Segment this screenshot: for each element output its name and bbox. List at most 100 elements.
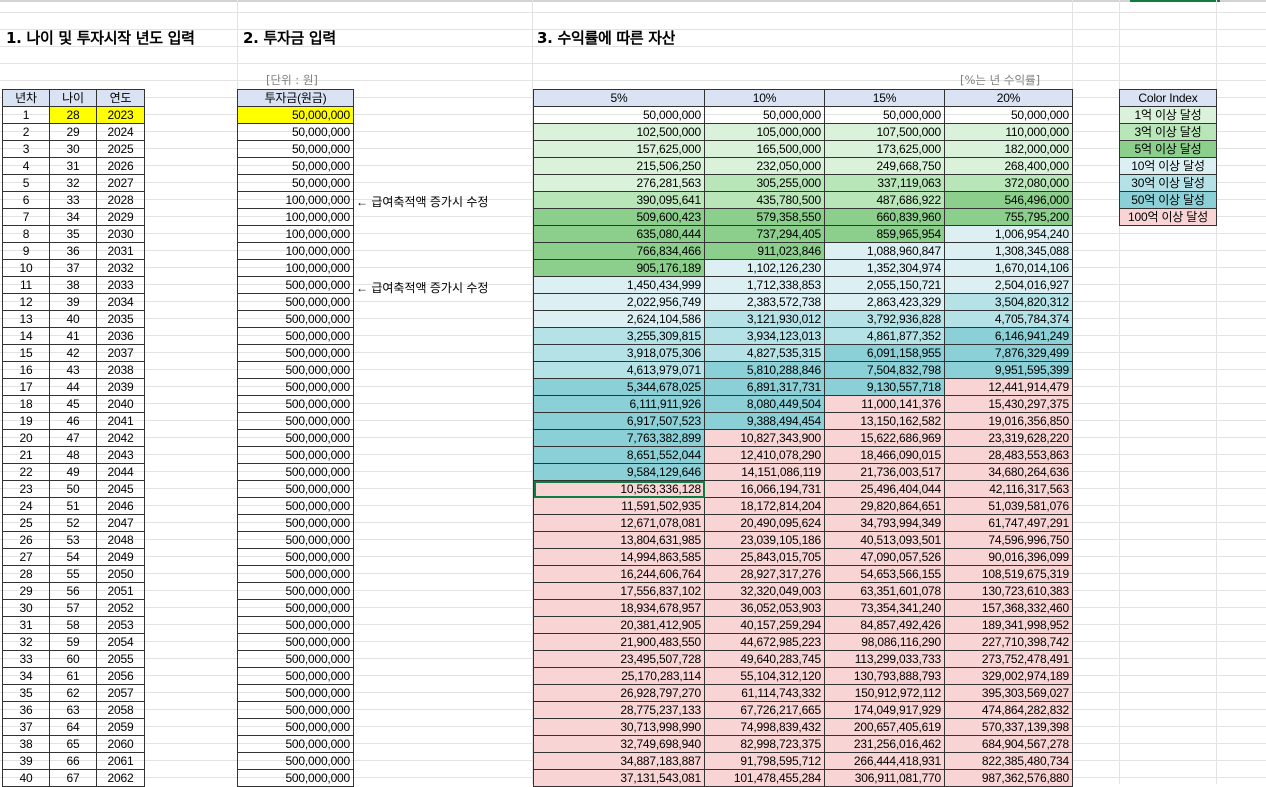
cell-asset[interactable]: 61,747,497,291 <box>944 514 1073 532</box>
cell-asset[interactable]: 2,022,956,749 <box>533 293 705 311</box>
cell-asset[interactable]: 509,600,423 <box>533 208 705 226</box>
cell-asset[interactable]: 737,294,405 <box>704 225 825 243</box>
cell-index[interactable]: 23 <box>2 480 50 498</box>
cell-year[interactable]: 2043 <box>96 446 145 464</box>
cell-asset[interactable]: 20,381,412,905 <box>533 616 705 634</box>
cell-investment[interactable]: 500,000,000 <box>237 616 354 634</box>
cell-asset[interactable]: 9,951,595,399 <box>944 361 1073 379</box>
cell-asset[interactable]: 29,820,864,651 <box>824 497 945 515</box>
cell-investment[interactable]: 500,000,000 <box>237 701 354 719</box>
cell-asset[interactable]: 2,863,423,329 <box>824 293 945 311</box>
cell-age[interactable]: 54 <box>49 548 97 566</box>
cell-age[interactable]: 38 <box>49 276 97 294</box>
cell-asset[interactable]: 12,410,078,290 <box>704 446 825 464</box>
cell-age[interactable]: 46 <box>49 412 97 430</box>
cell-index[interactable]: 39 <box>2 752 50 770</box>
cell-investment[interactable]: 500,000,000 <box>237 327 354 345</box>
cell-index[interactable]: 21 <box>2 446 50 464</box>
cell-asset[interactable]: 18,172,814,204 <box>704 497 825 515</box>
cell-asset[interactable]: 372,080,000 <box>944 174 1073 192</box>
cell-year[interactable]: 2032 <box>96 259 145 277</box>
cell-age[interactable]: 41 <box>49 327 97 345</box>
cell-asset[interactable]: 4,861,877,352 <box>824 327 945 345</box>
cell-investment[interactable]: 50,000,000 <box>237 174 354 192</box>
cell-year[interactable]: 2030 <box>96 225 145 243</box>
cell-investment[interactable]: 500,000,000 <box>237 650 354 668</box>
cell-asset[interactable]: 18,934,678,957 <box>533 599 705 617</box>
cell-year[interactable]: 2029 <box>96 208 145 226</box>
cell-asset[interactable]: 40,513,093,501 <box>824 531 945 549</box>
cell-index[interactable]: 32 <box>2 633 50 651</box>
cell-index[interactable]: 15 <box>2 344 50 362</box>
cell-asset[interactable]: 3,934,123,013 <box>704 327 825 345</box>
cell-year[interactable]: 2035 <box>96 310 145 328</box>
cell-asset[interactable]: 182,000,000 <box>944 140 1073 158</box>
cell-asset[interactable]: 9,584,129,646 <box>533 463 705 481</box>
cell-index[interactable]: 24 <box>2 497 50 515</box>
cell-investment[interactable]: 500,000,000 <box>237 378 354 396</box>
cell-investment[interactable]: 500,000,000 <box>237 429 354 447</box>
cell-asset[interactable]: 822,385,480,734 <box>944 752 1073 770</box>
cell-asset[interactable]: 90,016,396,099 <box>944 548 1073 566</box>
cell-index[interactable]: 13 <box>2 310 50 328</box>
cell-year[interactable]: 2040 <box>96 395 145 413</box>
cell-index[interactable]: 14 <box>2 327 50 345</box>
cell-asset[interactable]: 14,151,086,119 <box>704 463 825 481</box>
cell-asset[interactable]: 2,624,104,586 <box>533 310 705 328</box>
cell-year[interactable]: 2039 <box>96 378 145 396</box>
cell-asset[interactable]: 17,556,837,102 <box>533 582 705 600</box>
cell-asset[interactable]: 189,341,998,952 <box>944 616 1073 634</box>
cell-investment[interactable]: 500,000,000 <box>237 667 354 685</box>
cell-asset[interactable]: 911,023,846 <box>704 242 825 260</box>
cell-year[interactable]: 2048 <box>96 531 145 549</box>
cell-year[interactable]: 2056 <box>96 667 145 685</box>
cell-year[interactable]: 2058 <box>96 701 145 719</box>
cell-investment[interactable]: 500,000,000 <box>237 310 354 328</box>
cell-index[interactable]: 31 <box>2 616 50 634</box>
cell-investment[interactable]: 100,000,000 <box>237 208 354 226</box>
cell-asset[interactable]: 20,490,095,624 <box>704 514 825 532</box>
cell-age[interactable]: 51 <box>49 497 97 515</box>
cell-investment[interactable]: 500,000,000 <box>237 565 354 583</box>
cell-asset[interactable]: 215,506,250 <box>533 157 705 175</box>
cell-age[interactable]: 45 <box>49 395 97 413</box>
cell-year[interactable]: 2027 <box>96 174 145 192</box>
cell-age[interactable]: 49 <box>49 463 97 481</box>
cell-age[interactable]: 34 <box>49 208 97 226</box>
cell-asset[interactable]: 23,039,105,186 <box>704 531 825 549</box>
cell-asset[interactable]: 570,337,139,398 <box>944 718 1073 736</box>
cell-age[interactable]: 42 <box>49 344 97 362</box>
cell-asset[interactable]: 36,052,053,903 <box>704 599 825 617</box>
cell-index[interactable]: 22 <box>2 463 50 481</box>
cell-asset[interactable]: 91,798,595,712 <box>704 752 825 770</box>
cell-index[interactable]: 12 <box>2 293 50 311</box>
cell-asset[interactable]: 28,927,317,276 <box>704 565 825 583</box>
cell-asset[interactable]: 766,834,466 <box>533 242 705 260</box>
cell-asset[interactable]: 23,495,507,728 <box>533 650 705 668</box>
cell-investment[interactable]: 500,000,000 <box>237 276 354 294</box>
cell-age[interactable]: 50 <box>49 480 97 498</box>
cell-asset[interactable]: 21,900,483,550 <box>533 633 705 651</box>
cell-age[interactable]: 35 <box>49 225 97 243</box>
cell-asset[interactable]: 11,000,141,376 <box>824 395 945 413</box>
cell-age[interactable]: 30 <box>49 140 97 158</box>
cell-index[interactable]: 2 <box>2 123 50 141</box>
cell-asset[interactable]: 8,651,552,044 <box>533 446 705 464</box>
cell-asset[interactable]: 276,281,563 <box>533 174 705 192</box>
cell-index[interactable]: 25 <box>2 514 50 532</box>
cell-asset[interactable]: 1,352,304,974 <box>824 259 945 277</box>
cell-asset[interactable]: 55,104,312,120 <box>704 667 825 685</box>
cell-asset[interactable]: 50,000,000 <box>533 106 705 124</box>
cell-investment[interactable]: 500,000,000 <box>237 684 354 702</box>
cell-asset[interactable]: 1,308,345,088 <box>944 242 1073 260</box>
cell-index[interactable]: 10 <box>2 259 50 277</box>
cell-asset[interactable]: 12,441,914,479 <box>944 378 1073 396</box>
cell-year[interactable]: 2051 <box>96 582 145 600</box>
cell-index[interactable]: 3 <box>2 140 50 158</box>
cell-index[interactable]: 8 <box>2 225 50 243</box>
cell-asset[interactable]: 54,653,566,155 <box>824 565 945 583</box>
cell-asset[interactable]: 635,080,444 <box>533 225 705 243</box>
cell-asset[interactable]: 74,596,996,750 <box>944 531 1073 549</box>
cell-age[interactable]: 63 <box>49 701 97 719</box>
cell-age[interactable]: 44 <box>49 378 97 396</box>
